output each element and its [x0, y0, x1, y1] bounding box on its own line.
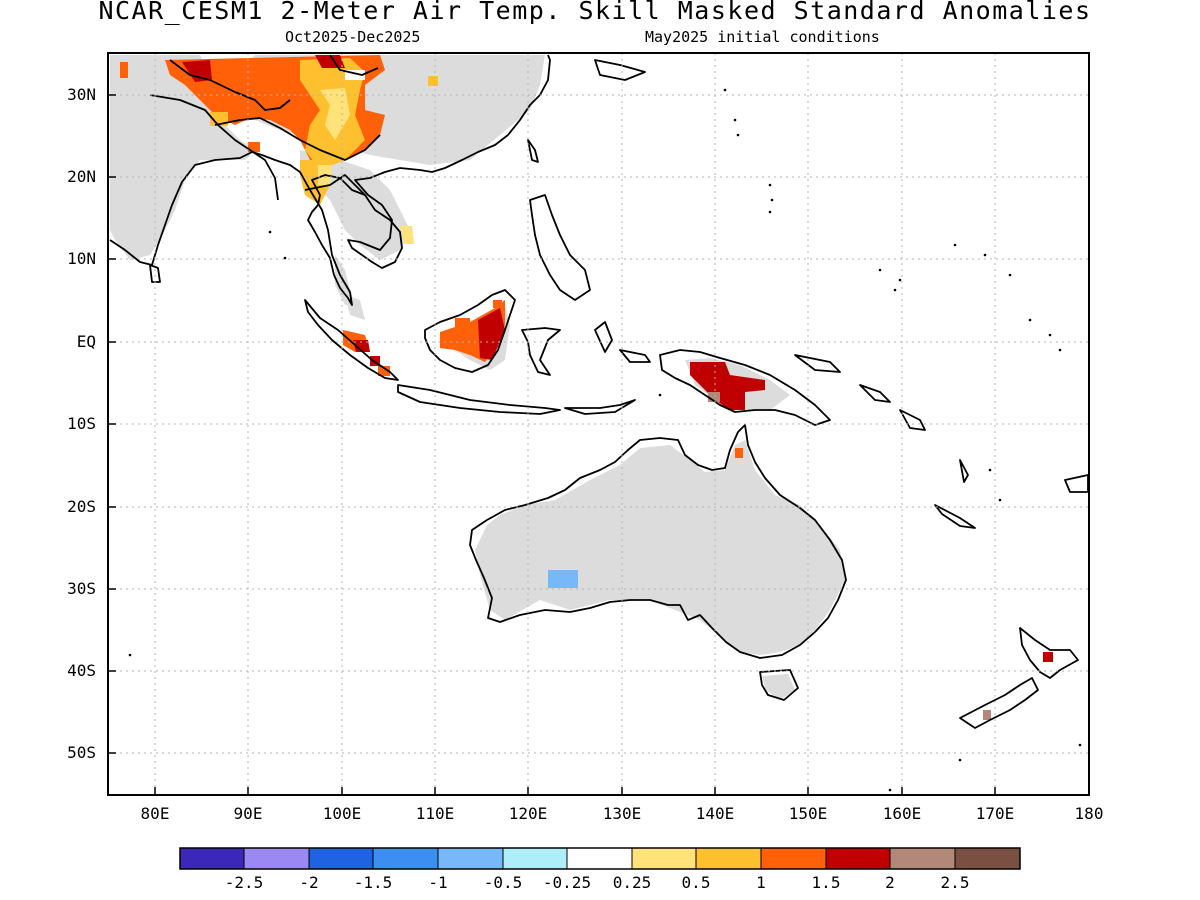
colorbar-label: -2.5: [224, 873, 264, 892]
colorbar-label: -0.25: [542, 873, 592, 892]
lon-label-170e: 170E: [975, 804, 1015, 823]
lon-label-100e: 100E: [322, 804, 362, 823]
coastlines: [109, 54, 1089, 729]
map-title: NCAR_CESM1 2-Meter Air Temp. Skill Maske…: [98, 0, 1092, 25]
lat-label-10n: 10N: [67, 249, 96, 268]
lon-label-130e: 130E: [602, 804, 642, 823]
colorbar-swatch-5: [438, 848, 503, 869]
lat-label-20n: 20N: [67, 167, 96, 186]
lat-label-30n: 30N: [67, 85, 96, 104]
small-islands: [128, 88, 1082, 792]
colorbar-label: 0.25: [612, 873, 652, 892]
colorbar-swatch-2: [244, 848, 309, 869]
lat-label-40s: 40S: [67, 661, 96, 680]
lat-label-10s: 10S: [67, 414, 96, 433]
colorbar-swatch-7: [567, 848, 632, 869]
lat-label-20s: 20S: [67, 497, 96, 516]
colorbar-swatch-10: [761, 848, 826, 869]
colorbar-label: -0.5: [483, 873, 523, 892]
lon-label-180: 180: [1074, 804, 1104, 823]
colorbar-label: 2: [885, 873, 895, 892]
colorbar-label: -2: [299, 873, 319, 892]
colorbar-label: 1.5: [811, 873, 841, 892]
colorbar-label: -1.5: [353, 873, 393, 892]
lon-label-160e: 160E: [882, 804, 922, 823]
initial-conditions-subtitle: May2025 initial conditions: [645, 28, 880, 46]
map-border: [107, 52, 1090, 796]
colorbar: [179, 847, 1021, 870]
lon-label-120e: 120E: [508, 804, 548, 823]
lon-label-80e: 80E: [140, 804, 170, 823]
colorbar-swatch-8: [632, 848, 696, 869]
lon-label-140e: 140E: [695, 804, 735, 823]
lat-label-30s: 30S: [67, 579, 96, 598]
lon-label-90e: 90E: [233, 804, 263, 823]
graticule: [108, 53, 1089, 795]
lon-label-150e: 150E: [788, 804, 828, 823]
colorbar-swatch-1: [180, 848, 244, 869]
colorbar-swatch-3: [309, 848, 373, 869]
lat-label-eq: EQ: [76, 332, 96, 351]
lat-label-50s: 50S: [67, 743, 96, 762]
season-subtitle: Oct2025-Dec2025: [285, 28, 421, 46]
axis-ticks: [108, 94, 996, 795]
colorbar-swatch-9: [696, 848, 761, 869]
map-frame: [107, 52, 1090, 796]
colorbar-swatch-4: [373, 848, 438, 869]
colorbar-swatch-6: [503, 848, 567, 869]
colorbar-swatch-13: [955, 848, 1020, 869]
colorbar-label: 1: [756, 873, 766, 892]
colorbar-label: 0.5: [681, 873, 711, 892]
lon-label-110e: 110E: [415, 804, 455, 823]
colorbar-label: -1: [428, 873, 448, 892]
colorbar-swatch-11: [826, 848, 890, 869]
colorbar-label: 2.5: [940, 873, 970, 892]
colorbar-swatch-12: [890, 848, 955, 869]
